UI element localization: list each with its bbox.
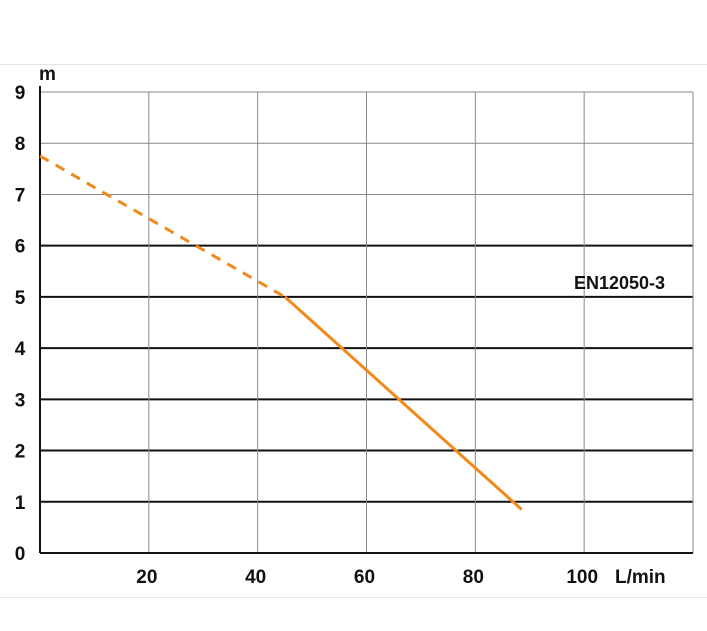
y-tick-label: 6 — [15, 237, 26, 258]
standard-annotation: EN12050-3 — [574, 273, 665, 293]
y-tick-label: 1 — [15, 493, 26, 514]
labels: 0 1 2 3 4 5 6 7 8 9 20 40 60 80 100 — [15, 83, 598, 588]
y-tick-label: 4 — [15, 339, 26, 360]
x-tick-label: 100 — [566, 567, 598, 588]
bottom-separator — [0, 597, 707, 598]
x-tick-label: 20 — [136, 567, 157, 588]
y-tick-label: 0 — [15, 544, 26, 565]
x-axis-unit: L/min — [615, 567, 666, 588]
top-separator — [0, 64, 707, 65]
y-tick-label: 3 — [15, 390, 26, 411]
grid — [39, 86, 694, 554]
x-tick-label: 80 — [463, 567, 484, 588]
y-axis-unit: m — [39, 64, 56, 85]
x-tick-label: 40 — [245, 567, 266, 588]
y-tick-label: 5 — [15, 288, 26, 309]
y-tick-label: 9 — [15, 83, 26, 104]
y-tick-label: 8 — [15, 134, 26, 155]
curve-dashed — [39, 154, 286, 299]
curves — [39, 154, 523, 511]
y-tick-label: 7 — [15, 185, 26, 206]
y-tick-label: 2 — [15, 442, 26, 463]
x-tick-label: 60 — [354, 567, 375, 588]
curve-solid — [283, 295, 523, 511]
